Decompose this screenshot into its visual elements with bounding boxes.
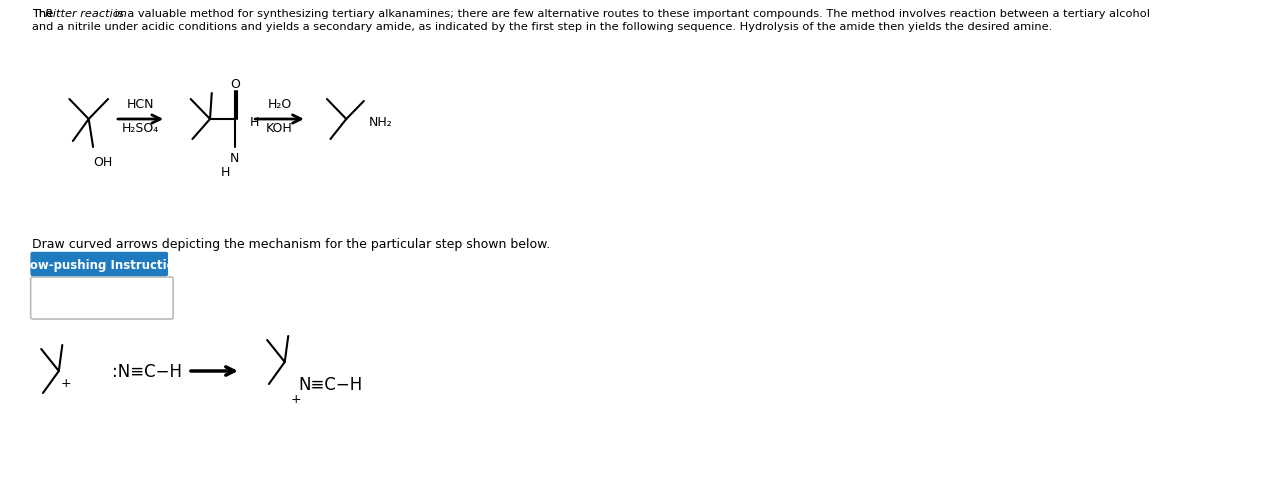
- Text: H: H: [221, 165, 230, 178]
- Text: is a valuable method for synthesizing tertiary alkanamines; there are few altern: is a valuable method for synthesizing te…: [111, 9, 1150, 19]
- Text: and a nitrile under acidic conditions and yields a secondary amide, as indicated: and a nitrile under acidic conditions an…: [32, 22, 1053, 32]
- Text: Ritter reaction: Ritter reaction: [45, 9, 127, 19]
- Text: +: +: [291, 393, 301, 406]
- Text: H₂SO₄: H₂SO₄: [122, 121, 159, 134]
- Text: OH: OH: [93, 155, 112, 168]
- Text: N: N: [230, 151, 239, 164]
- Text: KOH: KOH: [266, 121, 293, 134]
- Text: Arrow-pushing Instructions: Arrow-pushing Instructions: [9, 258, 190, 271]
- Text: H: H: [249, 115, 258, 128]
- FancyBboxPatch shape: [31, 277, 173, 319]
- Text: ✕: ✕: [136, 292, 146, 305]
- Text: +: +: [61, 377, 71, 390]
- Text: N≡C−H: N≡C−H: [298, 375, 363, 393]
- FancyBboxPatch shape: [31, 253, 168, 276]
- Text: O: O: [230, 77, 240, 90]
- Text: :N≡C−H: :N≡C−H: [112, 362, 182, 380]
- Text: NH₂: NH₂: [369, 115, 393, 128]
- Text: Draw curved arrows depicting the mechanism for the particular step shown below.: Draw curved arrows depicting the mechani…: [32, 238, 551, 251]
- Text: HCN: HCN: [127, 97, 154, 110]
- Text: The: The: [32, 9, 57, 19]
- Text: H₂O: H₂O: [267, 97, 291, 110]
- Text: The: The: [32, 9, 57, 19]
- Text: The Ritter reaction: The Ritter reaction: [32, 9, 140, 19]
